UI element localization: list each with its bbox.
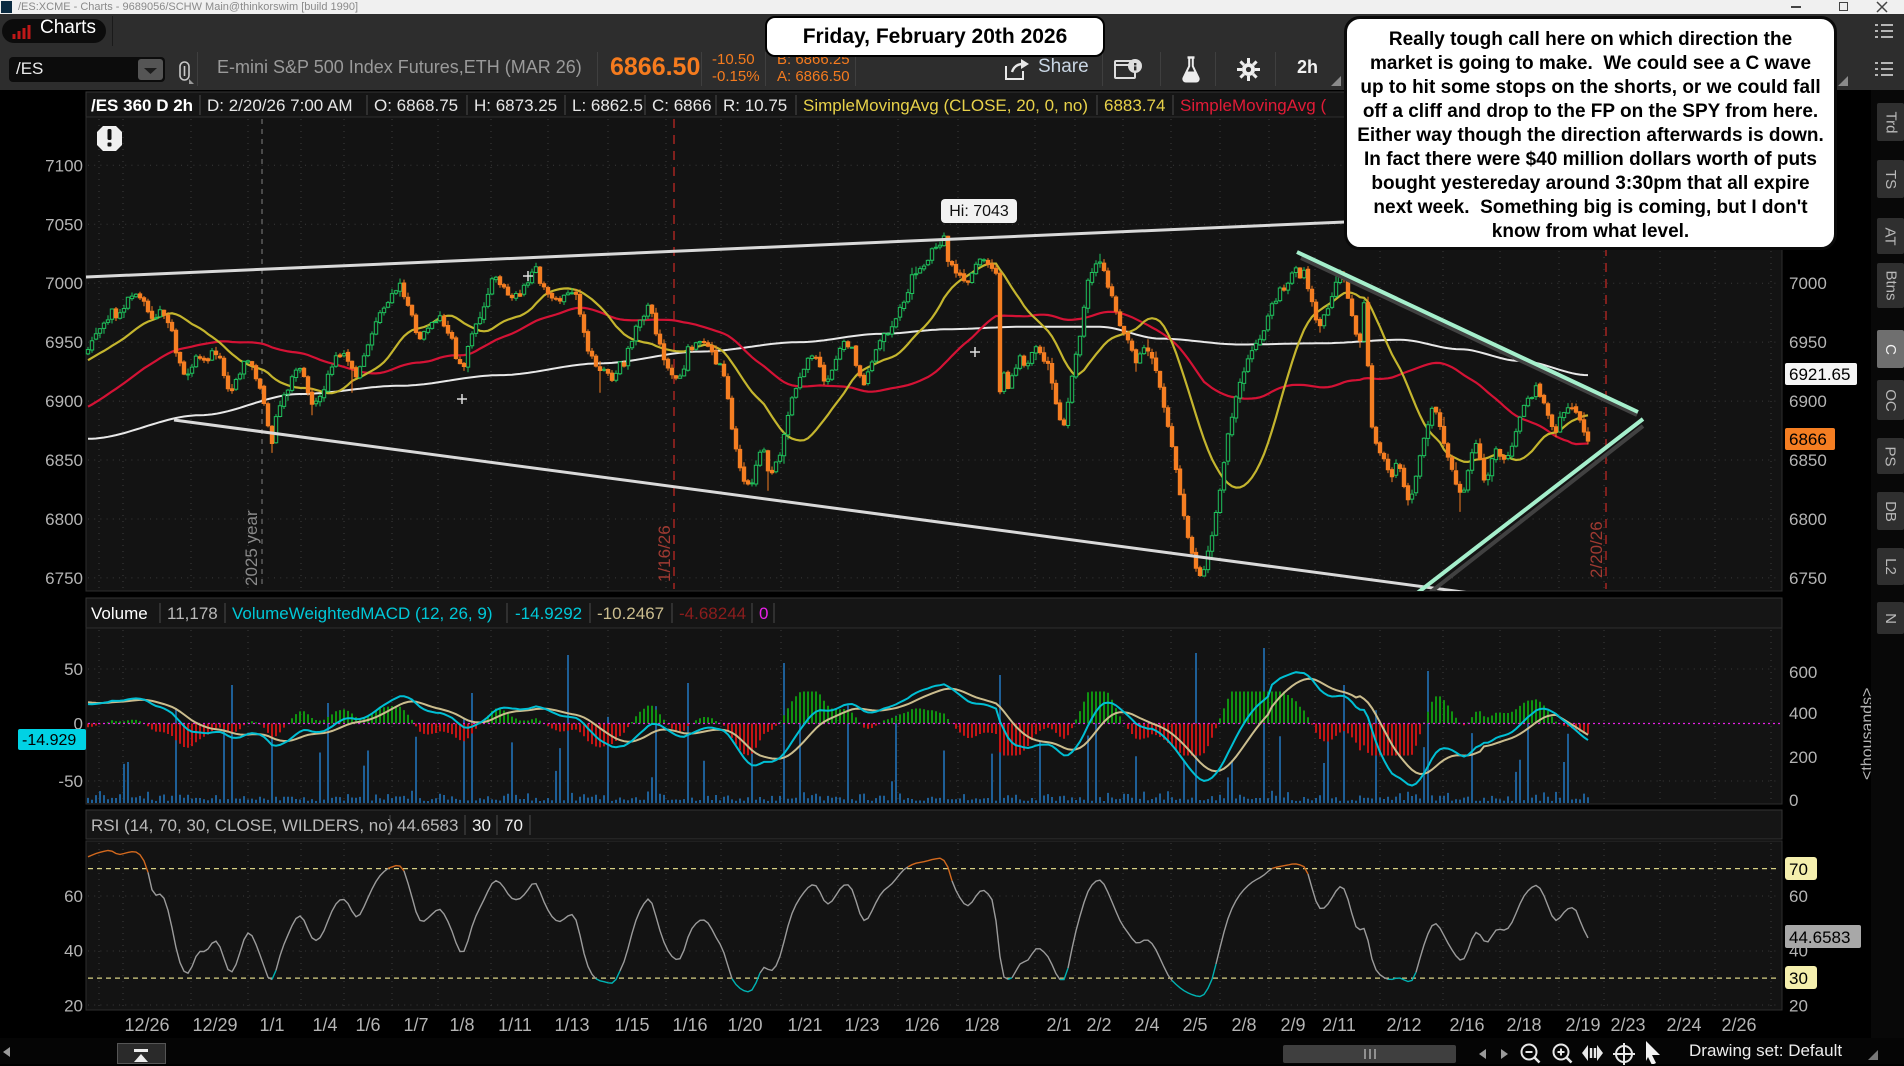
svg-text:11,178: 11,178 bbox=[167, 604, 218, 623]
svg-text:7100: 7100 bbox=[45, 156, 83, 175]
svg-text:1/8: 1/8 bbox=[449, 1015, 474, 1035]
svg-text:60: 60 bbox=[1789, 887, 1808, 906]
svg-text:2025 year: 2025 year bbox=[242, 510, 261, 586]
svg-text:70: 70 bbox=[1789, 860, 1808, 879]
svg-text:2/20/26: 2/20/26 bbox=[1587, 521, 1606, 578]
svg-text:-14.9292: -14.9292 bbox=[515, 604, 582, 623]
svg-text:6750: 6750 bbox=[1789, 569, 1827, 588]
svg-text:1/7: 1/7 bbox=[403, 1015, 428, 1035]
svg-text:6800: 6800 bbox=[1789, 510, 1827, 529]
svg-text:1/23: 1/23 bbox=[844, 1015, 879, 1035]
svg-text:Hi: 7043: Hi: 7043 bbox=[949, 203, 1009, 220]
svg-text:D: 2/20/26 7:00 AM: D: 2/20/26 7:00 AM bbox=[207, 96, 353, 115]
svg-text:1/16/26: 1/16/26 bbox=[655, 525, 674, 582]
svg-text:7050: 7050 bbox=[45, 215, 83, 234]
svg-text:44.6583: 44.6583 bbox=[397, 816, 458, 835]
svg-text:40: 40 bbox=[64, 942, 83, 961]
svg-text:1/21: 1/21 bbox=[787, 1015, 822, 1035]
svg-text:-50: -50 bbox=[58, 772, 83, 791]
svg-text:6950: 6950 bbox=[45, 333, 83, 352]
svg-text:1/1: 1/1 bbox=[259, 1015, 284, 1035]
svg-text:SimpleMovingAvg (CLOSE, 20, 0,: SimpleMovingAvg (CLOSE, 20, 0, no) bbox=[803, 96, 1088, 115]
svg-text:2/24: 2/24 bbox=[1666, 1015, 1701, 1035]
svg-text:1/15: 1/15 bbox=[614, 1015, 649, 1035]
svg-text:6850: 6850 bbox=[1789, 451, 1827, 470]
svg-text:12/26: 12/26 bbox=[124, 1015, 169, 1035]
svg-text:1/26: 1/26 bbox=[904, 1015, 939, 1035]
svg-text:C: 6866: C: 6866 bbox=[652, 96, 712, 115]
svg-text:50: 50 bbox=[64, 660, 83, 679]
svg-text:2/5: 2/5 bbox=[1182, 1015, 1207, 1035]
svg-text:6921.65: 6921.65 bbox=[1789, 365, 1850, 384]
svg-text:1/16: 1/16 bbox=[672, 1015, 707, 1035]
svg-text:2/8: 2/8 bbox=[1231, 1015, 1256, 1035]
svg-text:6800: 6800 bbox=[45, 510, 83, 529]
svg-text:7000: 7000 bbox=[45, 274, 83, 293]
svg-text:1/6: 1/6 bbox=[355, 1015, 380, 1035]
svg-text:20: 20 bbox=[64, 996, 83, 1015]
svg-text:400: 400 bbox=[1789, 704, 1817, 723]
svg-text:O: 6868.75: O: 6868.75 bbox=[374, 96, 458, 115]
svg-text:H: 6873.25: H: 6873.25 bbox=[474, 96, 557, 115]
svg-text:60: 60 bbox=[64, 887, 83, 906]
svg-text:/ES 360 D 2h: /ES 360 D 2h bbox=[91, 96, 193, 115]
svg-text:2/23: 2/23 bbox=[1610, 1015, 1645, 1035]
svg-text:2/18: 2/18 bbox=[1506, 1015, 1541, 1035]
svg-text:-14.929: -14.929 bbox=[22, 732, 76, 749]
svg-text:L: 6862.5: L: 6862.5 bbox=[572, 96, 643, 115]
svg-text:2/19: 2/19 bbox=[1565, 1015, 1600, 1035]
svg-text:30: 30 bbox=[472, 816, 491, 835]
svg-text:R: 10.75: R: 10.75 bbox=[723, 96, 787, 115]
svg-text:2/2: 2/2 bbox=[1086, 1015, 1111, 1035]
svg-text:6950: 6950 bbox=[1789, 333, 1827, 352]
svg-text:6850: 6850 bbox=[45, 451, 83, 470]
svg-text:7000: 7000 bbox=[1789, 274, 1827, 293]
svg-text:200: 200 bbox=[1789, 748, 1817, 767]
svg-text:1/28: 1/28 bbox=[964, 1015, 999, 1035]
svg-text:2/4: 2/4 bbox=[1134, 1015, 1159, 1035]
svg-text:600: 600 bbox=[1789, 663, 1817, 682]
svg-text:6900: 6900 bbox=[1789, 392, 1827, 411]
svg-text:30: 30 bbox=[1789, 969, 1808, 988]
svg-text:12/29: 12/29 bbox=[192, 1015, 237, 1035]
svg-text:2/11: 2/11 bbox=[1322, 1015, 1356, 1035]
svg-text:20: 20 bbox=[1789, 996, 1808, 1015]
svg-text:1/11: 1/11 bbox=[498, 1015, 532, 1035]
svg-text:6883.74: 6883.74 bbox=[1104, 96, 1165, 115]
svg-text:44.6583: 44.6583 bbox=[1789, 928, 1850, 947]
svg-text:1/20: 1/20 bbox=[727, 1015, 762, 1035]
svg-text:VolumeWeightedMACD (12, 26, 9): VolumeWeightedMACD (12, 26, 9) bbox=[232, 604, 492, 623]
svg-text:0: 0 bbox=[74, 715, 83, 734]
svg-text:-10.2467: -10.2467 bbox=[597, 604, 664, 623]
svg-text:SimpleMovingAvg (: SimpleMovingAvg ( bbox=[1180, 96, 1326, 115]
svg-text:0: 0 bbox=[1789, 791, 1798, 810]
svg-text:2/9: 2/9 bbox=[1280, 1015, 1305, 1035]
svg-text:2/16: 2/16 bbox=[1449, 1015, 1484, 1035]
svg-text:2/12: 2/12 bbox=[1386, 1015, 1421, 1035]
svg-text:6900: 6900 bbox=[45, 392, 83, 411]
svg-text:6750: 6750 bbox=[45, 569, 83, 588]
svg-text:1/13: 1/13 bbox=[554, 1015, 589, 1035]
svg-text:0: 0 bbox=[759, 604, 768, 623]
svg-text:2/1: 2/1 bbox=[1046, 1015, 1071, 1035]
svg-text:1/4: 1/4 bbox=[312, 1015, 337, 1035]
svg-text:RSI (14, 70, 30, CLOSE, WILDER: RSI (14, 70, 30, CLOSE, WILDERS, no) bbox=[91, 816, 393, 835]
svg-text:Volume: Volume bbox=[91, 604, 148, 623]
svg-text:2/26: 2/26 bbox=[1721, 1015, 1756, 1035]
svg-text:70: 70 bbox=[504, 816, 523, 835]
svg-text:6866: 6866 bbox=[1789, 430, 1827, 449]
svg-text:-4.68244: -4.68244 bbox=[679, 604, 746, 623]
